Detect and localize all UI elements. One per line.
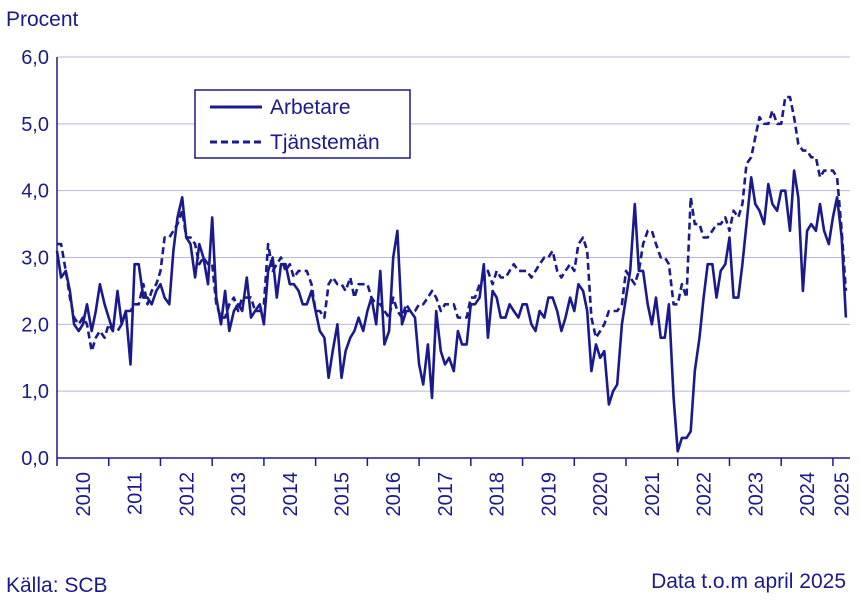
y-tick-label: 3,0 — [21, 248, 49, 270]
y-tick-label: 2,0 — [21, 314, 49, 336]
y-axis-label: Procent — [6, 8, 79, 31]
x-tick-label: 2010 — [73, 472, 95, 517]
legend-box — [194, 89, 411, 159]
legend: Arbetare Tjänstemän — [194, 89, 411, 159]
source-note: Källa: SCB — [6, 574, 108, 597]
data-note: Data t.o.m april 2025 — [651, 570, 846, 593]
x-tick-label: 2015 — [332, 472, 354, 517]
x-tick-label: 2016 — [383, 472, 405, 517]
x-tick-label: 2018 — [487, 472, 509, 517]
x-tick-label: 2011 — [125, 472, 147, 515]
x-tick-label: 2023 — [745, 472, 767, 517]
x-tick-label: 2020 — [590, 472, 612, 517]
x-tick-label: 2014 — [280, 472, 302, 517]
x-tick-label: 2022 — [694, 472, 716, 517]
x-tick-label: 2021 — [642, 472, 664, 517]
x-tick-label: 2019 — [538, 472, 560, 517]
y-tick-label: 1,0 — [21, 381, 49, 403]
x-tick-label: 2013 — [228, 472, 250, 517]
y-tick-label: 6,0 — [21, 47, 49, 69]
y-tick-label: 5,0 — [21, 114, 49, 136]
legend-label-arbetare: Arbetare — [270, 96, 351, 119]
series-line-arbetare — [55, 169, 848, 453]
x-tick-label: 2025 — [831, 472, 853, 517]
y-tick-label: 4,0 — [21, 181, 49, 203]
y-tick-label: 0,0 — [21, 448, 49, 470]
x-tick-labels: 2010 2011 2012 2013 2014 2015 2016 2017 2018 2019… — [73, 472, 854, 517]
series-line-tjansteman — [57, 95, 848, 353]
legend-label-tjansteman: Tjänstemän — [270, 131, 380, 154]
series-lines — [55, 95, 848, 453]
x-tick-label: 2024 — [797, 472, 819, 517]
x-tick-label: 2012 — [176, 472, 198, 517]
y-tick-labels: 0,0 1,0 2,0 3,0 4,0 5,0 6,0 — [21, 47, 49, 470]
x-tick-label: 2017 — [435, 472, 457, 517]
grid-lines — [57, 56, 850, 392]
